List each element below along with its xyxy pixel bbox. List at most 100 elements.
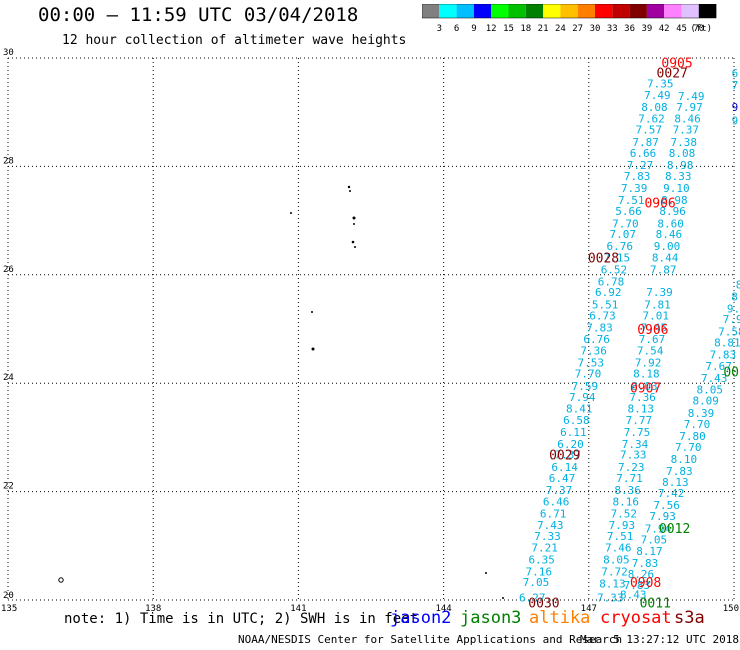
track-c-value: 7.42 <box>658 487 685 500</box>
track-c-value: 7.80 <box>679 430 706 443</box>
track-b-value: 8.44 <box>652 251 679 264</box>
track-a-value: 6.78 <box>598 275 625 288</box>
track-a-value: 6.66 <box>630 147 657 160</box>
track-c-value: 7.83 <box>632 557 659 570</box>
legend-swatch <box>456 4 474 18</box>
legend-label: 42 <box>659 24 670 34</box>
y-tick-30: 30 <box>3 48 14 58</box>
legend-label: 30 <box>590 24 601 34</box>
track-c-value: 7.96 <box>723 313 740 326</box>
track-a-value: 7.51 <box>618 194 645 207</box>
page-subtitle: 12 hour collection of altimeter wave hei… <box>62 33 407 48</box>
track-a-value: 7.37 <box>555 449 582 462</box>
track-a-value: 5.66 <box>615 205 642 218</box>
track-b-value: 8.18 <box>633 367 660 380</box>
track-c-value: 7.70 <box>675 441 702 454</box>
track-a-value: 7.15 <box>604 251 631 264</box>
track-a-value: 6.27 <box>519 591 546 604</box>
y-tick-28: 28 <box>3 156 14 166</box>
footer-credit: NOAA/NESDIS Center for Satellite Applica… <box>238 633 623 646</box>
legend-swatch <box>629 4 647 18</box>
legend-swatch <box>698 4 717 18</box>
island <box>290 212 292 214</box>
track-b-value: 7.72 <box>601 565 628 578</box>
track-b-value: 8.03 <box>631 380 658 393</box>
legend-swatch <box>543 4 561 18</box>
color-legend: 3 6 9 12 15 18 21 24 27 30 33 36 39 42 45 70(ft) <box>422 4 717 34</box>
x-tick-135: 135 <box>1 604 17 614</box>
satellite-jason3: jason3 <box>460 608 522 628</box>
track-c-value: 8.09 <box>692 395 719 408</box>
track-a-value: 6.47 <box>549 472 576 485</box>
track-a-value: 6.92 <box>595 286 622 299</box>
island <box>311 347 315 351</box>
track-b-value: 8.13 <box>627 403 654 416</box>
y-tick-24: 24 <box>3 373 14 383</box>
track-a-value: 6.11 <box>560 426 587 439</box>
legend-swatch <box>681 4 699 18</box>
island <box>352 216 356 220</box>
track-a-value: 5.51 <box>592 299 619 312</box>
pass-time-0029: 0029 <box>549 449 580 464</box>
legend-border <box>422 4 717 19</box>
track-b-value: 7.46 <box>605 541 632 554</box>
track-c-value: 7.83 <box>666 465 693 478</box>
legend-swatch <box>646 4 665 18</box>
x-tick-141: 141 <box>290 604 306 614</box>
track-b-value: 8.98 <box>667 159 694 172</box>
legend-swatch <box>560 4 578 18</box>
page-title: 00:00 – 11:59 UTC 03/04/2018 <box>38 4 359 26</box>
x-tick-150: 150 <box>723 604 739 614</box>
legend-label: 45 <box>676 24 687 34</box>
track-a-value: 7.57 <box>636 124 663 137</box>
track-c-value: 8.80 <box>731 290 740 303</box>
satellite-jason2: jason2 <box>390 608 452 628</box>
x-tick-138: 138 <box>145 604 161 614</box>
legend-label: 39 <box>641 24 652 34</box>
legend-label: 12 <box>486 24 497 34</box>
edge-wave-value: 9. <box>732 114 740 127</box>
track-b-value: 7.33 <box>597 591 624 604</box>
edge-wave-value: 7. <box>732 79 740 92</box>
track-b-value: 7.87 <box>650 263 677 276</box>
track-b-value: 7.51 <box>607 530 634 543</box>
track-b-value: 8.05 <box>603 553 630 566</box>
legend-swatch <box>664 4 682 18</box>
legend-swatch <box>577 4 595 18</box>
track-c-value: 7.70 <box>684 418 711 431</box>
track-a-value: 7.39 <box>621 182 648 195</box>
legend-label: 27 <box>572 24 583 34</box>
track-c-value: 7.94 <box>645 522 672 535</box>
legend-label: 24 <box>555 24 566 34</box>
legend-swatch <box>508 4 526 18</box>
island <box>502 597 504 599</box>
track-a-value: 7.33 <box>534 530 561 543</box>
track-b-value: 8.16 <box>612 495 639 508</box>
legend-label: 36 <box>624 24 635 34</box>
track-a-value: 6.35 <box>528 553 555 566</box>
islands <box>58 185 504 599</box>
x-tick-144: 144 <box>435 604 451 614</box>
track-b-value: 7.36 <box>629 391 656 404</box>
track-a-value: 6.52 <box>601 263 628 276</box>
track-c-value: 7.56 <box>653 499 680 512</box>
island <box>311 311 313 313</box>
track-b-value: 7.81 <box>644 299 671 312</box>
track-c-value: 8.17 <box>636 545 663 558</box>
legend-label: 3 <box>437 24 442 34</box>
track-b-value: 7.71 <box>616 472 643 485</box>
track-b-value: 7.97 <box>676 101 703 114</box>
track-c-value: 8.10 <box>671 453 698 466</box>
track-a-value: 7.27 <box>627 159 654 172</box>
track-a-value: 6.73 <box>589 309 616 322</box>
track-c-value: 7.83 <box>624 579 651 592</box>
island <box>353 223 355 225</box>
x-tick-147: 147 <box>581 604 597 614</box>
track-a-value: 6.76 <box>583 333 610 346</box>
island <box>351 240 355 244</box>
track-c-value: 8.05 <box>696 384 723 397</box>
pass-time-0907: 0907 <box>630 382 661 397</box>
y-tick-20: 20 <box>3 591 14 601</box>
track-c-value: 7.83 <box>710 348 737 361</box>
legend-label: 33 <box>607 24 618 34</box>
